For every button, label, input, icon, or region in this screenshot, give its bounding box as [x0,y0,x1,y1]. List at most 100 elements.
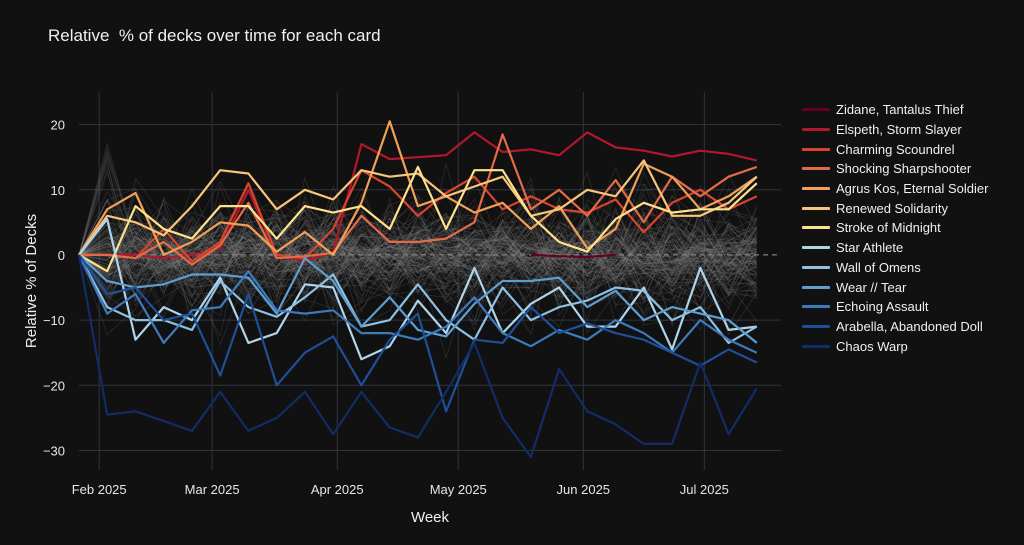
background-series-line [78,207,758,304]
background-series-line [78,213,758,285]
background-series-line [78,200,758,315]
y-axis-title: Relative % of Decks [23,214,40,348]
legend-item[interactable]: Elspeth, Storm Slayer [802,120,988,140]
series-line[interactable] [530,253,616,258]
series-line[interactable] [78,254,758,354]
y-tick-label: −10 [43,313,65,328]
background-series-line [78,185,757,319]
legend-swatch [802,305,830,309]
background-series-line [78,206,757,322]
legend-label: Arabella, Abandoned Doll [836,318,983,334]
background-series-line [78,155,758,294]
legend-label: Wall of Omens [836,259,921,275]
legend-label: Echoing Assault [836,299,929,315]
legend-label: Agrus Kos, Eternal Soldier [836,181,989,197]
legend-item[interactable]: Stroke of Midnight [802,218,988,238]
legend-label: Zidane, Tantalus Thief [836,102,964,118]
y-tick-label: 20 [51,118,65,133]
background-series-line [78,204,758,308]
background-series-line [78,236,758,291]
background-series-line [78,204,758,301]
legend-item[interactable]: Shocking Sharpshooter [802,159,988,179]
legend-item[interactable]: Star Athlete [802,238,988,258]
series-line[interactable] [79,133,758,266]
legend-label: Charming Scoundrel [836,141,955,157]
legend-swatch [802,187,830,191]
legend-item[interactable]: Charming Scoundrel [802,139,988,159]
series-line[interactable] [78,120,758,256]
background-series-line [78,222,758,328]
legend-item[interactable]: Echoing Assault [802,297,988,317]
legend-item[interactable]: Chaos Warp [802,336,988,356]
background-series-line [78,199,757,303]
background-series-line [78,219,758,302]
legend-swatch [802,246,830,250]
legend-label: Stroke of Midnight [836,220,941,236]
axis-ticks: −30 −20 −10 0 10 20 Feb 2025 Mar 2025 Apr 2025 Ma… [43,118,729,497]
legend: Zidane, Tantalus Thief Elspeth, Storm Sla… [802,100,988,356]
background-series-line [78,222,757,287]
legend-item[interactable]: Agrus Kos, Eternal Soldier [802,179,988,199]
background-series-line [78,227,758,282]
background-series-line [78,211,758,296]
background-series-line [78,212,758,300]
series-line[interactable] [78,254,758,413]
background-series-line [78,207,757,306]
background-series-line [78,171,757,278]
series-line[interactable] [79,169,758,263]
series-line[interactable] [77,254,758,459]
background-series-line [78,231,758,287]
background-series-line [78,173,758,331]
series-line[interactable] [79,131,758,263]
background-series-line [78,183,757,289]
background-series-line [78,171,758,292]
background-series-line [78,212,757,298]
background-series-line [78,207,758,309]
legend-item[interactable]: Zidane, Tantalus Thief [802,100,988,120]
background-series-line [78,183,758,317]
series-line[interactable] [78,254,758,344]
x-tick-label: Mar 2025 [185,482,240,497]
legend-item[interactable]: Wear // Tear [802,277,988,297]
background-series-line [78,210,758,324]
legend-item[interactable]: Arabella, Abandoned Doll [802,317,988,337]
series-lines [77,120,758,459]
background-series-line [78,184,758,336]
background-series-line [78,210,758,313]
background-series-line [78,198,758,280]
background-series-line [78,210,758,321]
background-series-line [78,225,757,302]
background-series-line [78,193,758,338]
x-tick-label: Apr 2025 [311,482,364,497]
background-series-line [78,201,758,303]
background-series-line [78,203,757,287]
legend-item[interactable]: Wall of Omens [802,258,988,278]
background-series-line [78,228,757,301]
background-series-line [78,170,758,310]
legend-label: Elspeth, Storm Slayer [836,122,962,138]
legend-swatch [802,324,830,328]
x-tick-label: Jun 2025 [557,482,611,497]
x-tick-label: Jul 2025 [680,482,729,497]
background-series-line [78,230,757,281]
background-series-line [78,199,757,304]
background-series-line [78,177,758,331]
background-series-line [78,229,757,278]
series-line[interactable] [78,254,758,344]
background-series-line [78,199,758,312]
legend-swatch [802,285,830,289]
background-series-line [78,226,757,281]
legend-item[interactable]: Renewed Solidarity [802,198,988,218]
background-series-line [78,217,758,297]
background-series-line [78,214,758,289]
background-series-line [78,176,758,317]
y-tick-label: 10 [51,183,65,198]
background-series-line [78,205,758,288]
legend-label: Star Athlete [836,240,904,256]
background-series-line [78,226,757,281]
series-line[interactable] [78,165,758,273]
series-line[interactable] [78,218,757,361]
legend-swatch [802,167,830,171]
series-line[interactable] [78,159,758,256]
